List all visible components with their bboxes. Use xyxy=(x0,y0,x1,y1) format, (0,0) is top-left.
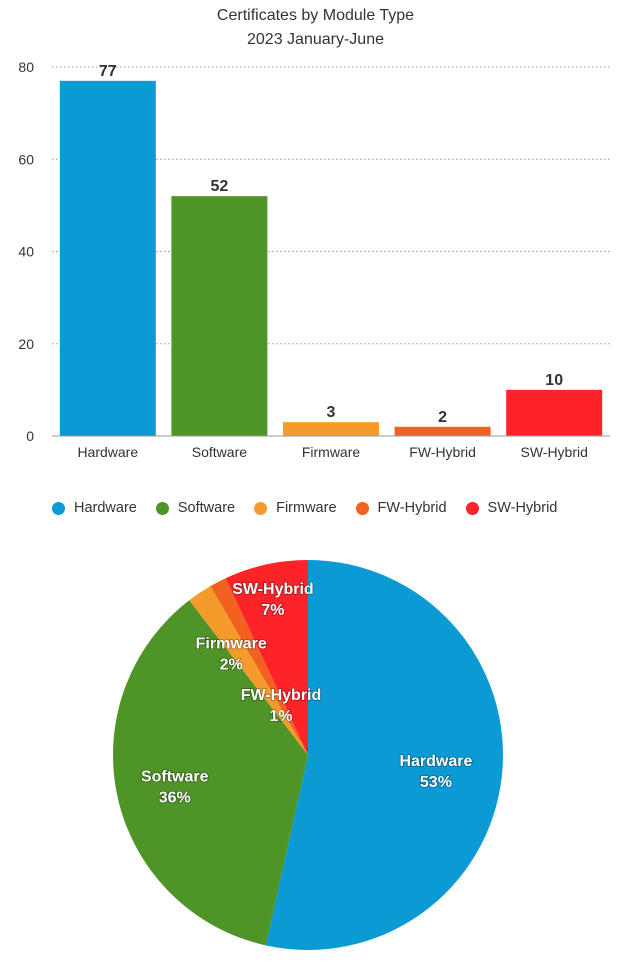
x-tick-label-software: Software xyxy=(192,444,247,460)
legend-swatch xyxy=(355,501,369,515)
data-label-firmware: 3 xyxy=(327,404,336,421)
slice-software xyxy=(113,600,308,946)
slice-percent-hardware: 53% xyxy=(420,774,452,791)
slice-percent-fw-hybrid: 1% xyxy=(269,708,292,725)
x-tick-label-fw-hybrid: FW-Hybrid xyxy=(409,444,476,460)
legend-item-firmware: Firmware xyxy=(254,500,337,516)
slice-label-hardware: Hardware xyxy=(399,753,472,770)
legend-label: SW-Hybrid xyxy=(487,500,558,516)
bar-chart: 0 20 40 60 80 77 Hardware 52 Software 3 Firmware 2 F… xyxy=(18,59,610,460)
slice-sw-hybrid xyxy=(225,560,308,755)
slice-percent-software: 36% xyxy=(159,790,191,807)
slice-label-fw-hybrid: FW-Hybrid xyxy=(241,687,322,704)
chart-subtitle: 2023 January-June xyxy=(247,31,384,48)
y-tick-label: 40 xyxy=(18,244,34,260)
legend-item-hardware: Hardware xyxy=(52,500,137,516)
legend-item-software: Software xyxy=(155,500,236,516)
y-tick-label: 80 xyxy=(18,59,34,75)
bar-firmware xyxy=(283,422,379,436)
legend-swatch xyxy=(254,501,268,515)
legend-item-sw-hybrid: SW-Hybrid xyxy=(465,500,558,516)
legend-label: Firmware xyxy=(276,500,337,516)
data-label-sw-hybrid: 10 xyxy=(545,372,563,389)
pie-chart: Hardware 53% Software 36% Firmware 2% FW-Hybri… xyxy=(113,560,504,950)
y-tick-label: 60 xyxy=(18,151,34,167)
legend-item-fw-hybrid: FW-Hybrid xyxy=(355,500,447,516)
chart-title: Certificates by Module Type xyxy=(216,7,415,24)
legend-label: Hardware xyxy=(74,500,137,516)
bar-software xyxy=(171,196,268,436)
slice-percent-firmware: 2% xyxy=(220,657,243,674)
legend-swatch xyxy=(465,501,479,515)
legend-swatch xyxy=(155,501,169,515)
x-tick-label-hardware: Hardware xyxy=(77,444,138,460)
chart-legend: Hardware Software Firmware FW-Hybrid SW-Hybr… xyxy=(52,500,576,516)
bar-fw-hybrid xyxy=(394,426,491,436)
slice-fw-hybrid xyxy=(210,578,308,755)
slice-hardware xyxy=(265,560,504,950)
legend-swatch xyxy=(52,501,65,515)
legend-label: FW-Hybrid xyxy=(377,500,447,516)
data-label-hardware: 77 xyxy=(99,63,117,80)
y-tick-label: 0 xyxy=(26,428,34,444)
slice-percent-sw-hybrid: 7% xyxy=(261,602,284,619)
slice-label-firmware: Firmware xyxy=(196,636,267,653)
slice-label-sw-hybrid: SW-Hybrid xyxy=(232,581,313,598)
slice-label-software: Software xyxy=(141,769,209,786)
bar-sw-hybrid xyxy=(506,389,603,436)
data-label-fw-hybrid: 2 xyxy=(438,409,447,426)
legend-label: Software xyxy=(177,500,236,516)
x-tick-label-sw-hybrid: SW-Hybrid xyxy=(520,444,587,460)
data-label-software: 52 xyxy=(211,178,229,195)
slice-firmware xyxy=(189,586,308,755)
x-tick-label-firmware: Firmware xyxy=(302,444,361,460)
y-tick-label: 20 xyxy=(18,336,34,352)
bar-hardware xyxy=(59,80,156,437)
